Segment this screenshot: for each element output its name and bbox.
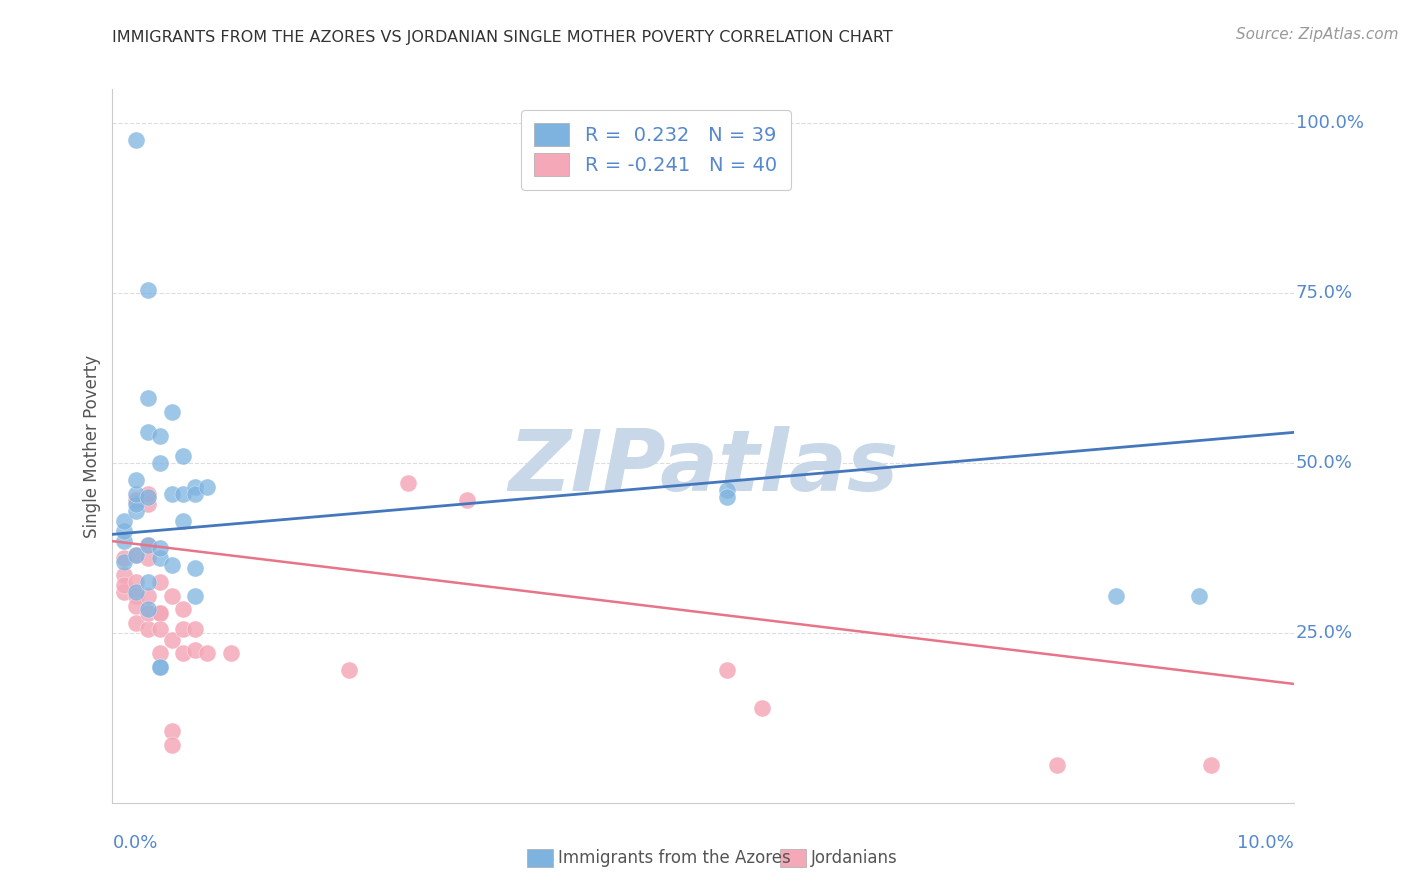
Point xyxy=(125,585,148,599)
Point xyxy=(184,480,207,494)
Point xyxy=(136,283,159,297)
Point xyxy=(456,493,478,508)
Point xyxy=(136,537,159,551)
Point xyxy=(149,623,172,637)
Point xyxy=(125,589,148,603)
Point xyxy=(136,623,159,637)
Point xyxy=(1046,758,1069,772)
Point xyxy=(112,514,135,528)
Point xyxy=(125,503,148,517)
Point xyxy=(136,497,159,511)
Point xyxy=(172,486,194,500)
Y-axis label: Single Mother Poverty: Single Mother Poverty xyxy=(83,354,101,538)
Point xyxy=(172,449,194,463)
Point xyxy=(149,574,172,589)
Point xyxy=(125,615,148,630)
Point xyxy=(396,476,419,491)
Point xyxy=(219,646,242,660)
Point xyxy=(136,486,159,500)
Point xyxy=(136,392,159,406)
Point xyxy=(184,589,207,603)
Point xyxy=(112,578,135,592)
Point xyxy=(337,663,360,677)
Point xyxy=(136,551,159,566)
Point xyxy=(160,738,183,752)
Text: 75.0%: 75.0% xyxy=(1296,284,1353,302)
Point xyxy=(160,486,183,500)
Text: 100.0%: 100.0% xyxy=(1296,114,1364,132)
Point xyxy=(125,574,148,589)
Point xyxy=(172,623,194,637)
Point xyxy=(136,574,159,589)
Legend: R =  0.232   N = 39, R = -0.241   N = 40: R = 0.232 N = 39, R = -0.241 N = 40 xyxy=(520,110,790,189)
Point xyxy=(149,606,172,620)
Point xyxy=(149,429,172,443)
Point xyxy=(136,602,159,616)
Text: 10.0%: 10.0% xyxy=(1237,834,1294,852)
Text: 50.0%: 50.0% xyxy=(1296,454,1353,472)
Point xyxy=(716,490,738,504)
Point xyxy=(149,551,172,566)
Point xyxy=(1188,589,1211,603)
Point xyxy=(125,497,148,511)
Point xyxy=(184,623,207,637)
Point xyxy=(136,606,159,620)
Text: Source: ZipAtlas.com: Source: ZipAtlas.com xyxy=(1236,27,1399,42)
Text: IMMIGRANTS FROM THE AZORES VS JORDANIAN SINGLE MOTHER POVERTY CORRELATION CHART: IMMIGRANTS FROM THE AZORES VS JORDANIAN … xyxy=(112,29,893,45)
Point xyxy=(149,456,172,470)
Text: 25.0%: 25.0% xyxy=(1296,624,1353,642)
Point xyxy=(184,561,207,575)
Point xyxy=(160,724,183,739)
Point xyxy=(149,646,172,660)
Point xyxy=(149,541,172,555)
Point xyxy=(184,486,207,500)
Point xyxy=(172,602,194,616)
Point xyxy=(112,555,135,569)
Point xyxy=(112,585,135,599)
Point xyxy=(716,663,738,677)
Point xyxy=(112,534,135,549)
Point xyxy=(1105,589,1128,603)
Point xyxy=(112,568,135,582)
Point xyxy=(160,632,183,647)
Point xyxy=(125,133,148,147)
Point xyxy=(125,548,148,562)
Point xyxy=(125,599,148,613)
Point xyxy=(125,548,148,562)
Point xyxy=(160,589,183,603)
Point xyxy=(136,537,159,551)
Point xyxy=(112,551,135,566)
Point xyxy=(195,646,218,660)
Text: 0.0%: 0.0% xyxy=(112,834,157,852)
Point xyxy=(112,524,135,538)
Point xyxy=(172,646,194,660)
Point xyxy=(149,660,172,674)
Point xyxy=(125,473,148,487)
Point xyxy=(136,490,159,504)
Point xyxy=(149,606,172,620)
Text: Immigrants from the Azores: Immigrants from the Azores xyxy=(558,849,792,867)
Text: Jordanians: Jordanians xyxy=(811,849,898,867)
Point xyxy=(751,700,773,714)
Point xyxy=(716,483,738,498)
Point xyxy=(172,514,194,528)
Point xyxy=(195,480,218,494)
Point xyxy=(160,405,183,419)
Point xyxy=(136,589,159,603)
Point xyxy=(125,486,148,500)
Point xyxy=(149,660,172,674)
Point xyxy=(125,493,148,508)
Text: ZIPatlas: ZIPatlas xyxy=(508,425,898,509)
Point xyxy=(136,425,159,440)
Point xyxy=(1199,758,1222,772)
Point xyxy=(184,643,207,657)
Point xyxy=(160,558,183,572)
